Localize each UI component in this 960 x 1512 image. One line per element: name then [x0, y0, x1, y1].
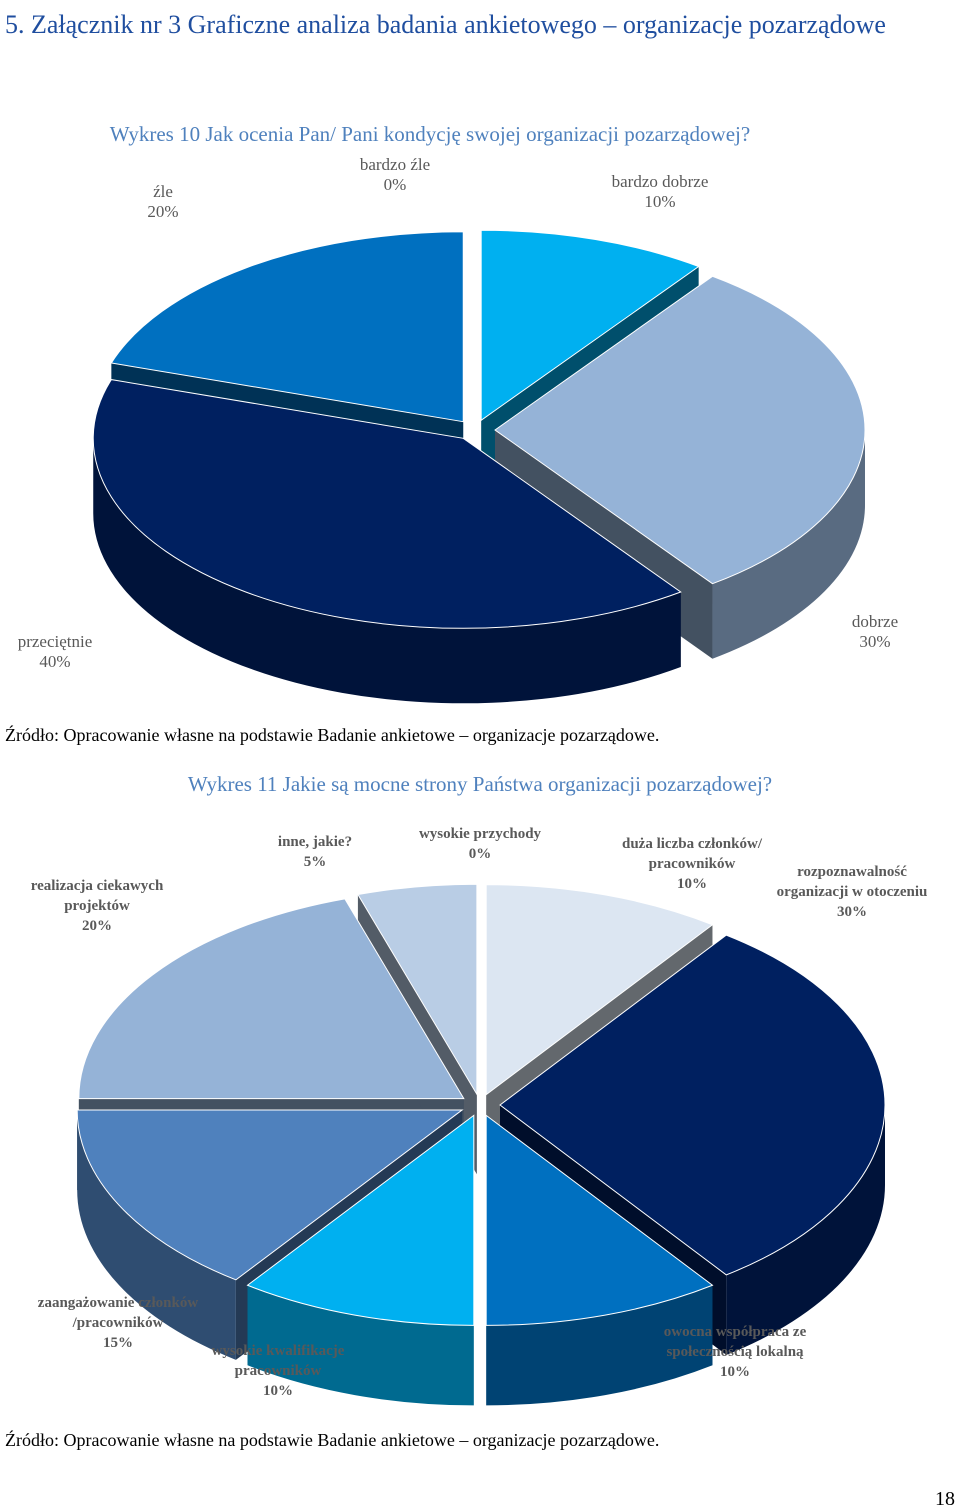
category-label: owocna współpraca ze społecznością lokal…	[663, 1324, 807, 1360]
source-note: Źródło: Opracowanie własne na podstawie …	[5, 1430, 660, 1450]
slice-side	[93, 438, 681, 704]
value-label: 10%	[677, 876, 707, 892]
slice-top	[485, 1114, 714, 1326]
data-label: inne, jakie? 5%	[265, 832, 365, 872]
value-label: 20%	[82, 918, 112, 934]
category-label: realizacja ciekawych projektów	[30, 878, 164, 914]
category-label: rozpoznawalność organizacji w otoczeniu	[776, 864, 928, 900]
source-note: Źródło: Opracowanie własne na podstawie …	[5, 725, 660, 745]
heading: 5. Załącznik nr 3 Graficzne analiza bada…	[5, 10, 886, 39]
slice-top	[78, 898, 465, 1100]
slice-top	[110, 231, 464, 423]
slice-side	[486, 1285, 713, 1406]
data-label: wysokie kwalifikacje pracowników 10%	[193, 1341, 363, 1401]
category-label: źle	[153, 182, 173, 201]
value-label: 10%	[644, 192, 676, 211]
category-label: bardzo dobrze	[611, 172, 709, 191]
slice-side	[247, 1285, 474, 1406]
category-label: bardzo źle	[359, 155, 431, 174]
data-label: realizacja ciekawych projektów 20%	[12, 876, 182, 936]
data-label: wysokie przychody 0%	[395, 824, 565, 864]
value-label: 10%	[720, 1364, 750, 1380]
slice-top	[357, 883, 478, 1097]
value-label: 15%	[103, 1335, 133, 1351]
category-label: wysokie przychody	[418, 826, 542, 842]
data-label: rozpoznawalność organizacji w otoczeniu 3…	[762, 862, 942, 922]
data-label: duża liczba członków/ pracowników 10%	[602, 834, 782, 894]
value-label: 0%	[383, 175, 407, 194]
pie-slice	[92, 379, 682, 704]
data-label: zaangażowanie członków /pracowników 15%	[23, 1293, 213, 1353]
data-label: bardzo źle 0%	[335, 155, 455, 195]
value-label: 5%	[303, 854, 327, 870]
slice-top	[480, 229, 700, 422]
value-label: 30%	[837, 904, 867, 920]
data-label: przeciętnie 40%	[0, 632, 115, 672]
chart-title: Wykres 11 Jakie są mocne strony Państwa …	[187, 772, 773, 796]
slice-side	[77, 1109, 236, 1360]
page-number: 18	[935, 1488, 955, 1510]
data-label: owocna współpraca ze społecznością lokal…	[645, 1322, 825, 1382]
slice-top	[76, 1109, 464, 1281]
category-label: dobrze	[851, 612, 899, 631]
pie-slice	[246, 1114, 475, 1406]
value-label: 10%	[263, 1383, 293, 1399]
slice-side	[726, 1105, 885, 1355]
category-label: przeciętnie	[17, 632, 93, 651]
value-label: 0%	[468, 846, 492, 862]
category-label: zaangażowanie członków /pracowników	[37, 1295, 199, 1331]
category-label: duża liczba członków/ pracowników	[621, 836, 762, 872]
slice-top	[485, 884, 714, 1096]
category-label: inne, jakie?	[277, 834, 353, 850]
value-label: 20%	[147, 202, 179, 221]
category-label: wysokie kwalifikacje pracowników	[211, 1343, 345, 1379]
slice-top	[246, 1114, 475, 1326]
data-label: bardzo dobrze 10%	[590, 172, 730, 212]
data-label: dobrze 30%	[825, 612, 925, 652]
slice-top	[92, 379, 682, 629]
slice-top	[494, 275, 866, 585]
value-label: 30%	[859, 632, 891, 651]
value-label: 40%	[39, 652, 71, 671]
slice-top	[499, 934, 886, 1276]
chart-title: Wykres 10 Jak ocenia Pan/ Pani kondycję …	[109, 122, 751, 146]
pie-slice	[485, 1114, 714, 1406]
slice-side	[712, 430, 865, 659]
data-label: źle 20%	[123, 182, 203, 222]
